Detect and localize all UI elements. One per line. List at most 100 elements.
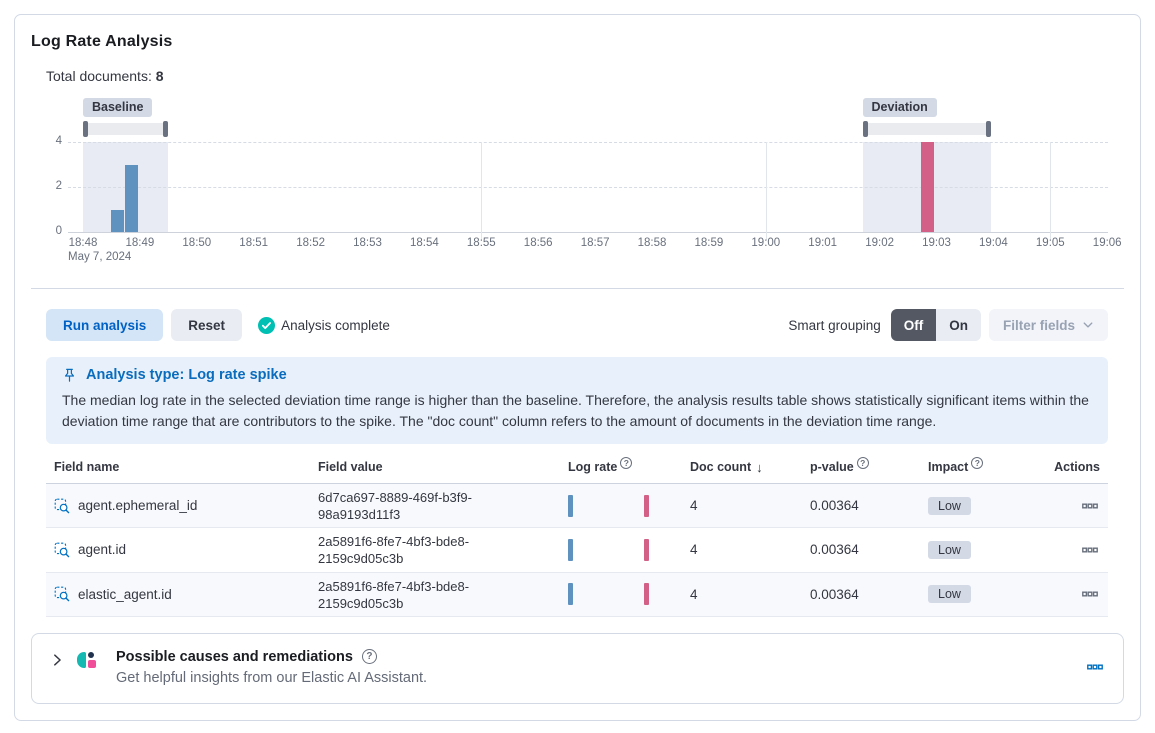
assistant-actions-button[interactable] <box>1085 657 1105 677</box>
gridline-y-2 <box>68 187 1108 188</box>
gridline-x-19:00 <box>765 142 767 240</box>
baseline-badge: Baseline <box>83 98 153 117</box>
x-axis-label: 18:56 <box>523 237 553 249</box>
field-name-cell: agent.ephemeral_id <box>46 484 310 527</box>
document-count-chart: 0 2 4 Baseline Deviation 18:48 18:49 18:50 18:51… <box>46 98 1122 266</box>
log-rate-mini-chart <box>568 538 668 562</box>
smart-grouping-off-button[interactable]: Off <box>890 309 937 341</box>
field-name-text: agent.ephemeral_id <box>78 498 198 514</box>
column-header-log-rate[interactable]: Log rate? <box>560 454 682 483</box>
column-header-field-value: Field value <box>310 454 560 483</box>
assistant-title: Possible causes and remediations <box>116 648 353 665</box>
x-axis-label: 19:02 <box>865 237 894 249</box>
log-rate-mini-baseline-bar <box>568 538 573 561</box>
y-axis-label: 0 <box>55 225 62 237</box>
column-header-label: Field value <box>318 460 383 474</box>
log-rate-analysis-panel: Log Rate Analysis Total documents: 8 0 2 4… <box>14 14 1141 721</box>
table-row: elastic_agent.id 2a5891f6-8fe7-4bf3-bde8-… <box>46 572 1108 617</box>
assistant-text-block: Possible causes and remediations ? Get h… <box>116 649 1072 686</box>
ai-icon-teal-shape <box>77 651 86 668</box>
table-body: agent.ephemeral_id 6d7ca697-8889-469f-b3f… <box>46 484 1108 617</box>
x-axis-label: 19:00 <box>751 237 781 249</box>
x-axis-label: 19:03 <box>922 237 951 249</box>
deviation-brush-left-handle[interactable] <box>862 121 868 137</box>
assistant-subtitle: Get helpful insights from our Elastic AI… <box>116 669 428 686</box>
actions-cell <box>1035 573 1108 616</box>
y-axis-label: 2 <box>55 180 62 192</box>
column-header-field-name: Field name <box>46 454 310 483</box>
gridline-y-4 <box>68 142 1108 143</box>
field-filter-icon[interactable] <box>54 542 70 558</box>
x-axis-label: 18:54 <box>410 237 439 249</box>
gridline-x-19:05 <box>1050 142 1052 240</box>
doc-count-cell: 4 <box>690 586 698 602</box>
table-header: Field name Field value Log rate? Doc count ↓… <box>46 454 1108 484</box>
column-help-icon[interactable]: ? <box>856 457 869 469</box>
chevron-down-icon <box>1083 322 1093 328</box>
actions-cell <box>1035 528 1108 571</box>
expand-accordion-button[interactable] <box>50 651 64 672</box>
row-actions-button[interactable] <box>1080 584 1100 604</box>
field-filter-icon[interactable] <box>54 498 70 514</box>
field-name-text: elastic_agent.id <box>78 586 172 602</box>
log-rate-mini-chart <box>568 494 668 518</box>
x-axis-label: 19:06 <box>1092 237 1122 249</box>
smart-grouping-label: Smart grouping <box>788 317 881 333</box>
doc-count-cell: 4 <box>690 542 698 558</box>
baseline-brush-right-handle[interactable] <box>162 121 168 137</box>
table-row: agent.id 2a5891f6-8fe7-4bf3-bde8-2159c9d0… <box>46 528 1108 573</box>
log-rate-cell <box>560 573 682 616</box>
impact-badge: Low <box>928 585 971 604</box>
row-actions-button[interactable] <box>1080 540 1100 560</box>
possible-causes-panel: Possible causes and remediations ? Get h… <box>31 632 1124 704</box>
log-rate-mini-baseline-bar <box>568 583 573 606</box>
x-axis-line <box>68 232 1108 233</box>
log-rate-mini-baseline-bar <box>568 494 573 517</box>
x-axis-label: 18:59 <box>694 237 724 249</box>
x-axis-label: 18:49 <box>125 237 155 249</box>
field-name-text: agent.id <box>78 542 127 558</box>
smart-grouping-on-button[interactable]: On <box>936 309 981 341</box>
total-documents: Total documents: 8 <box>46 68 1108 84</box>
x-axis-label: 19:05 <box>1035 237 1065 249</box>
baseline-brush[interactable] <box>83 121 168 137</box>
column-header-impact[interactable]: Impact? <box>920 454 1035 483</box>
x-axis-label: 18:50 <box>182 237 212 249</box>
column-header-label: Actions <box>1054 460 1100 474</box>
log-rate-mini-deviation-bar <box>644 494 649 517</box>
field-name-cell: elastic_agent.id <box>46 573 310 616</box>
baseline-brush-left-handle[interactable] <box>83 121 88 137</box>
elastic-ai-assistant-icon <box>77 650 97 670</box>
field-filter-icon[interactable] <box>54 586 70 602</box>
column-header-label: Log rate <box>568 460 618 474</box>
log-rate-cell <box>560 528 682 571</box>
callout-body: The median log rate in the selected devi… <box>62 392 1089 429</box>
deviation-brush-right-handle[interactable] <box>985 121 991 137</box>
x-axis-label: 18:55 <box>466 237 496 249</box>
column-header-p-value[interactable]: p-value? <box>802 454 920 483</box>
ai-icon-pink-square <box>88 659 96 668</box>
log-rate-mini-chart <box>568 582 668 606</box>
reset-button[interactable]: Reset <box>171 309 243 341</box>
callout-title-row: Analysis type: Log rate spike <box>62 367 1092 383</box>
doc-count-cell: 4 <box>690 498 698 514</box>
assistant-title-row: Possible causes and remediations ? <box>116 649 1072 665</box>
x-axis-label: 18:52 <box>296 237 325 249</box>
filter-fields-button[interactable]: Filter fields <box>988 309 1108 341</box>
row-actions-button[interactable] <box>1080 496 1100 516</box>
column-help-icon[interactable]: ? <box>971 457 984 469</box>
deviation-brush[interactable] <box>862 121 991 137</box>
column-header-label: Field name <box>54 460 120 474</box>
page-title: Log Rate Analysis <box>31 33 173 50</box>
column-header-label: Doc count <box>690 460 752 474</box>
help-question-icon[interactable]: ? <box>361 649 377 665</box>
column-help-icon[interactable]: ? <box>620 457 633 469</box>
run-analysis-button[interactable]: Run analysis <box>46 309 164 341</box>
column-header-doc-count[interactable]: Doc count ↓ <box>682 454 802 483</box>
field-name-cell: agent.id <box>46 528 310 571</box>
deviation-badge: Deviation <box>862 98 937 117</box>
field-value-cell: 6d7ca697-8889-469f-b3f9-98a9193d11f3 <box>318 490 472 523</box>
log-rate-mini-deviation-bar <box>644 583 649 606</box>
filter-fields-label: Filter fields <box>1002 317 1075 333</box>
field-value-cell: 2a5891f6-8fe7-4bf3-bde8-2159c9d05c3b <box>318 534 470 567</box>
